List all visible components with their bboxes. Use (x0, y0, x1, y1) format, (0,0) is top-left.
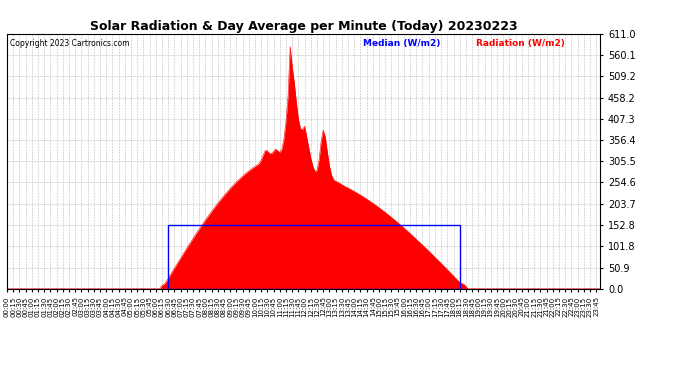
Text: Copyright 2023 Cartronics.com: Copyright 2023 Cartronics.com (10, 39, 129, 48)
Bar (168, 225, 460, 289)
Title: Solar Radiation & Day Average per Minute (Today) 20230223: Solar Radiation & Day Average per Minute… (90, 20, 518, 33)
Text: Radiation (W/m2): Radiation (W/m2) (475, 39, 564, 48)
Text: Median (W/m2): Median (W/m2) (363, 39, 440, 48)
